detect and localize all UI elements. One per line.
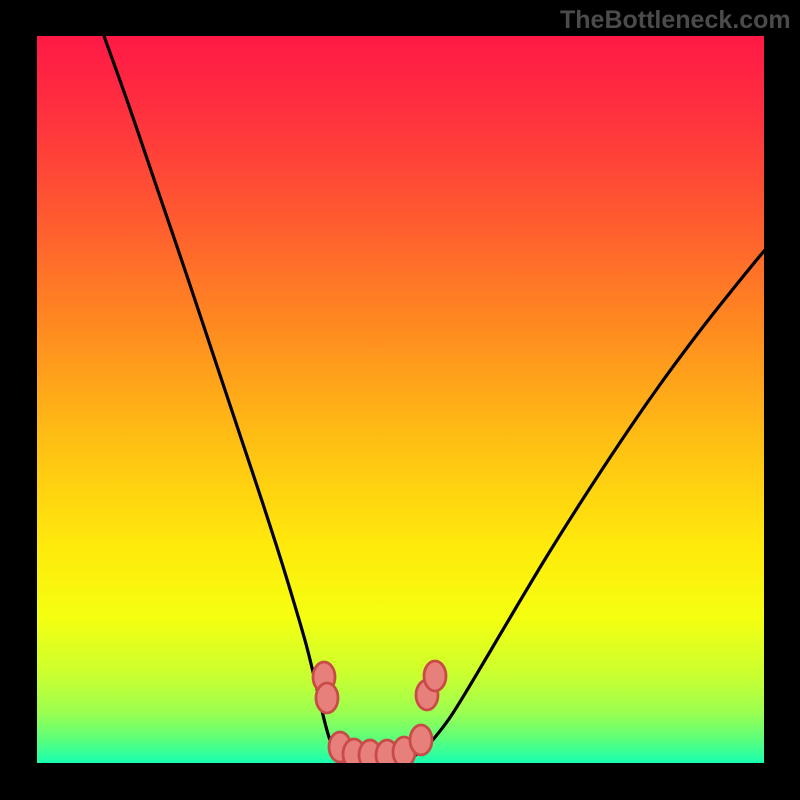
gradient-background <box>37 36 764 763</box>
plot-svg <box>37 36 764 763</box>
plot-area <box>37 36 764 763</box>
watermark-text: TheBottleneck.com <box>560 6 791 35</box>
data-marker <box>424 661 446 691</box>
data-marker <box>316 683 338 713</box>
data-marker <box>410 725 432 755</box>
chart-container: TheBottleneck.com <box>0 0 800 800</box>
